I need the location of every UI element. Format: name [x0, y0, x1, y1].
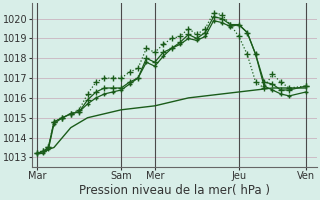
X-axis label: Pression niveau de la mer( hPa ): Pression niveau de la mer( hPa ) [79, 184, 270, 197]
